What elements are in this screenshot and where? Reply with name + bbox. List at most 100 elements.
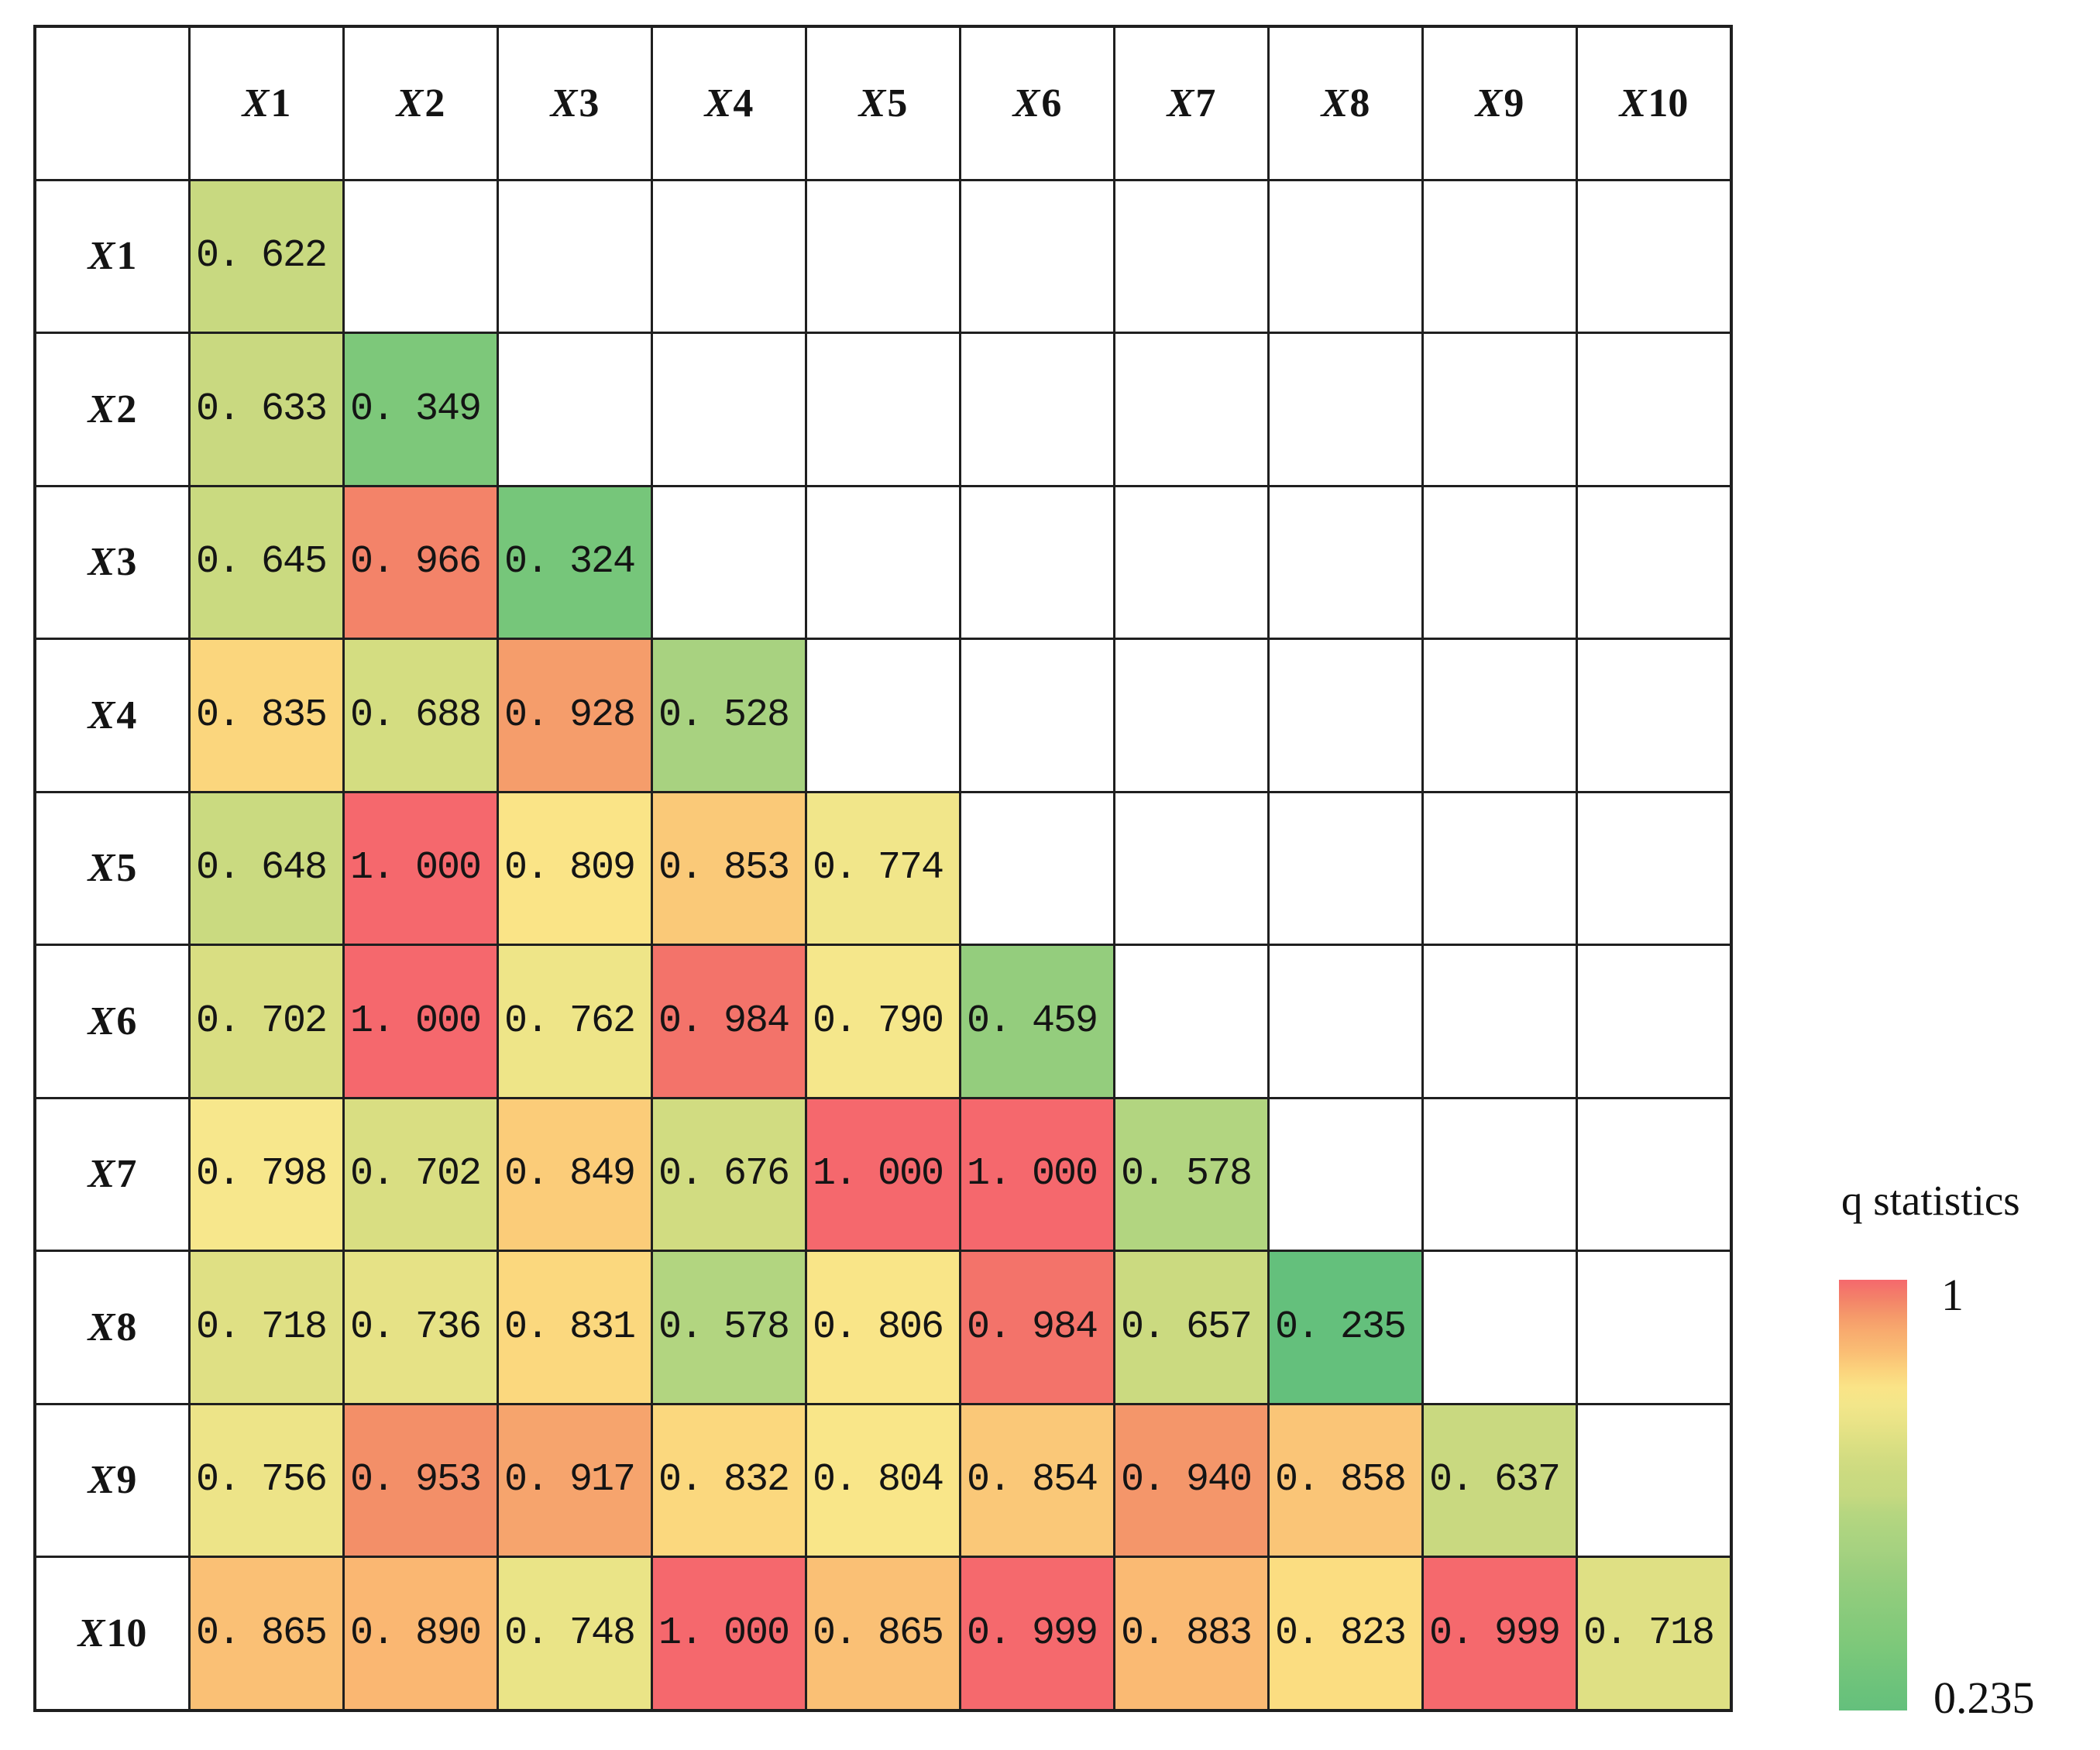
- variable-letter: X: [1012, 81, 1040, 125]
- empty-cell: [1270, 792, 1421, 944]
- matrix-cell: 0. 756: [191, 1404, 342, 1556]
- variable-letter: X: [88, 693, 115, 737]
- legend-colorbar-gradient: [1839, 1280, 1907, 1710]
- row-header-x10: X 10: [36, 1558, 188, 1709]
- empty-cell: [1424, 792, 1576, 944]
- matrix-cell: 0. 578: [653, 1252, 805, 1403]
- empty-cell: [1270, 181, 1421, 332]
- empty-cell: [1270, 640, 1421, 791]
- empty-cell: [1578, 1404, 1730, 1556]
- matrix-cell: 0. 718: [191, 1252, 342, 1403]
- variable-letter: X: [88, 387, 115, 431]
- matrix-cell: 0. 809: [499, 792, 651, 944]
- variable-letter: X: [1475, 81, 1503, 125]
- empty-cell: [1424, 334, 1576, 485]
- variable-number: 10: [1648, 81, 1689, 125]
- variable-number: 4: [733, 81, 754, 125]
- empty-cell: [1424, 946, 1576, 1097]
- matrix-cell: 1. 000: [345, 946, 497, 1097]
- variable-letter: X: [396, 81, 424, 125]
- legend-min-label: 0.235: [1933, 1673, 2035, 1723]
- empty-cell: [1270, 1098, 1421, 1250]
- empty-cell: [1270, 946, 1421, 1097]
- matrix-cell: 0. 528: [653, 640, 805, 791]
- empty-cell: [1424, 181, 1576, 332]
- empty-cell: [1115, 640, 1267, 791]
- empty-cell: [499, 181, 651, 332]
- variable-number: 6: [116, 999, 137, 1043]
- variable-letter: X: [77, 1611, 105, 1655]
- variable-number: 1: [270, 81, 291, 125]
- matrix-cell: 1. 000: [807, 1098, 959, 1250]
- q-statistics-table: X 1 X 2 X 3 X 4 X 5 X 6 X 7 X 8 X 9 X 10 X 1 0. 622 X 2 0. 633 0. …: [33, 25, 1733, 1712]
- matrix-cell: 0. 854: [961, 1404, 1113, 1556]
- variable-number: 2: [424, 81, 445, 125]
- variable-letter: X: [1167, 81, 1194, 125]
- empty-cell: [1115, 334, 1267, 485]
- empty-cell: [1578, 946, 1730, 1097]
- variable-letter: X: [550, 81, 578, 125]
- variable-letter: X: [88, 1458, 115, 1503]
- variable-letter: X: [242, 81, 270, 125]
- legend-title: q statistics: [1841, 1177, 2020, 1224]
- matrix-cell: 0. 823: [1270, 1558, 1421, 1709]
- variable-number: 5: [887, 81, 908, 125]
- matrix-cell: 0. 774: [807, 792, 959, 944]
- empty-cell: [1115, 946, 1267, 1097]
- matrix-cell: 0. 235: [1270, 1252, 1421, 1403]
- legend-max-label: 1: [1941, 1270, 1964, 1320]
- empty-cell: [1424, 1098, 1576, 1250]
- empty-cell: [961, 181, 1113, 332]
- matrix-cell: 0. 324: [499, 486, 651, 638]
- variable-number: 9: [1504, 81, 1524, 125]
- empty-cell: [1578, 1252, 1730, 1403]
- empty-cell: [807, 181, 959, 332]
- matrix-cell: 1. 000: [345, 792, 497, 944]
- variable-number: 3: [116, 540, 137, 585]
- empty-cell: [807, 334, 959, 485]
- empty-cell: [1115, 792, 1267, 944]
- matrix-cell: 0. 835: [191, 640, 342, 791]
- empty-cell: [961, 792, 1113, 944]
- variable-number: 7: [1195, 81, 1216, 125]
- empty-cell: [1424, 1252, 1576, 1403]
- matrix-cell: 0. 702: [345, 1098, 497, 1250]
- matrix-cell: 0. 832: [653, 1404, 805, 1556]
- matrix-cell: 0. 804: [807, 1404, 959, 1556]
- matrix-cell: 0. 657: [1115, 1252, 1267, 1403]
- matrix-cell: 0. 928: [499, 640, 651, 791]
- matrix-cell: 1. 000: [961, 1098, 1113, 1250]
- matrix-cell: 0. 645: [191, 486, 342, 638]
- matrix-cell: 0. 849: [499, 1098, 651, 1250]
- empty-cell: [961, 486, 1113, 638]
- variable-number: 3: [579, 81, 600, 125]
- matrix-cell: 0. 858: [1270, 1404, 1421, 1556]
- empty-cell: [1578, 334, 1730, 485]
- variable-number: 2: [116, 387, 137, 431]
- matrix-cell: 0. 984: [961, 1252, 1113, 1403]
- matrix-cell: 0. 999: [1424, 1558, 1576, 1709]
- empty-cell: [1270, 486, 1421, 638]
- matrix-cell: 0. 890: [345, 1558, 497, 1709]
- matrix-cell: 0. 940: [1115, 1404, 1267, 1556]
- matrix-cell: 0. 718: [1578, 1558, 1730, 1709]
- variable-number: 6: [1041, 81, 1062, 125]
- matrix-cell: 0. 806: [807, 1252, 959, 1403]
- variable-letter: X: [88, 1305, 115, 1349]
- matrix-cell: 0. 622: [191, 181, 342, 332]
- variable-letter: X: [1619, 81, 1647, 125]
- matrix-cell: 0. 853: [653, 792, 805, 944]
- variable-number: 8: [1349, 81, 1370, 125]
